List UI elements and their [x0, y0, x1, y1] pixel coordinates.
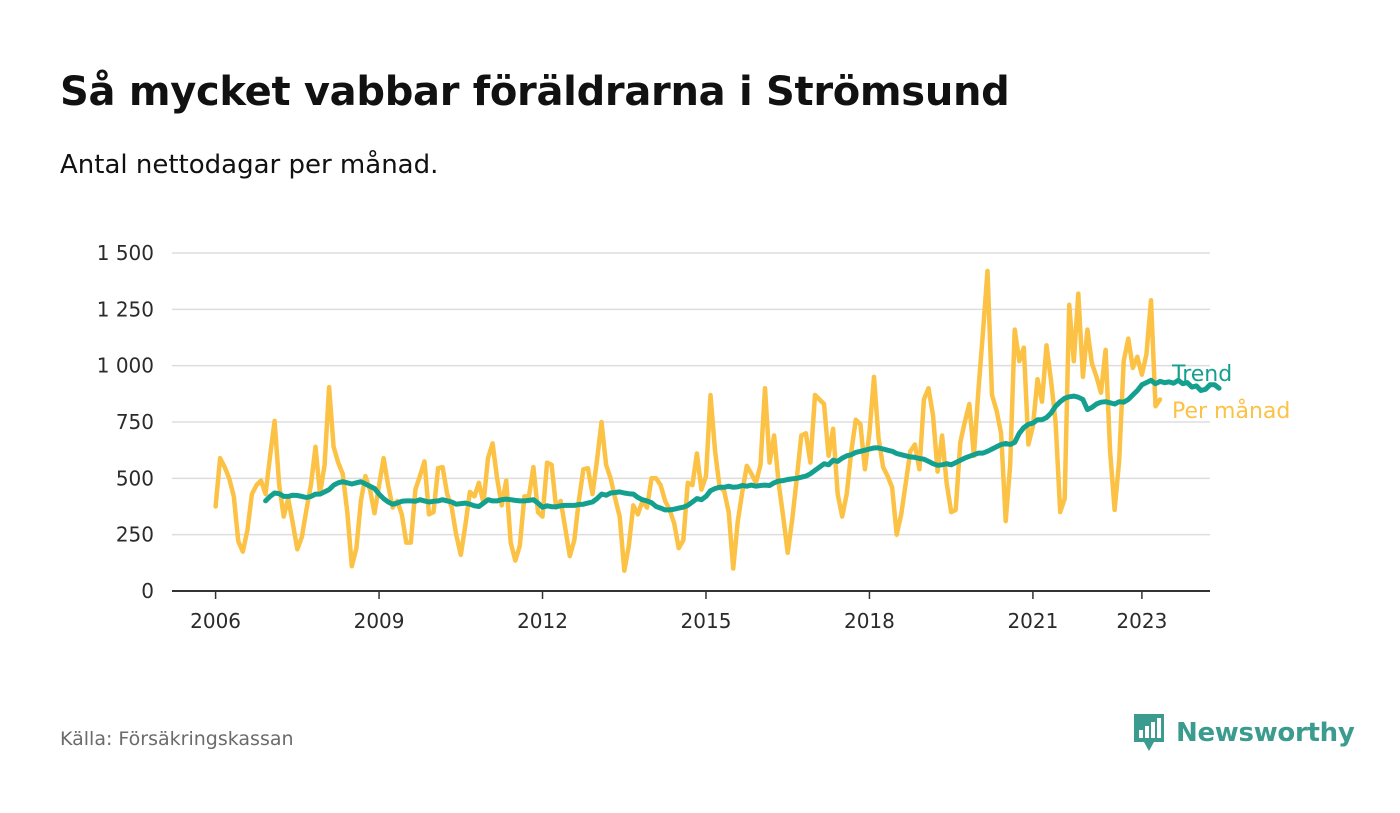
- chart-title: Så mycket vabbar föräldrarna i Strömsund: [60, 69, 1010, 115]
- series-line-trend: [263, 377, 1222, 513]
- y-tick-label: 1 500: [97, 241, 154, 265]
- x-tick-label: 2023: [1116, 609, 1167, 633]
- series-lines: [213, 268, 1222, 573]
- brand-logo-block[interactable]: Newsworthy: [1132, 712, 1355, 754]
- y-axis-ticks: 0 250 500 750 1 000 1 250 1 500: [97, 241, 154, 603]
- x-tick-label: 2009: [354, 609, 405, 633]
- y-tick-label: 0: [141, 579, 154, 603]
- series-label-trend: Trend: [1171, 362, 1232, 387]
- y-tick-label: 750: [116, 410, 154, 434]
- x-tick-label: 2021: [1007, 609, 1058, 633]
- y-tick-label: 250: [116, 523, 154, 547]
- series-label-per-manad: Per månad: [1172, 398, 1290, 424]
- x-tick-label: 2015: [681, 609, 732, 633]
- series-line-per-manad: [213, 268, 1163, 573]
- bar-chart-badge-icon: [1134, 714, 1164, 751]
- brand-name: Newsworthy: [1176, 718, 1355, 748]
- y-tick-label: 1 000: [97, 354, 154, 378]
- source-note: Källa: Försäkringskassan: [60, 728, 294, 750]
- x-axis-ticks: 2006 2009 2012 2015 2018 2021 2023: [190, 591, 1167, 633]
- series-labels: Trend Per månad: [1171, 362, 1290, 424]
- x-tick-label: 2006: [190, 609, 241, 633]
- x-tick-label: 2012: [517, 609, 568, 633]
- y-tick-label: 1 250: [97, 297, 154, 321]
- y-tick-label: 500: [116, 466, 154, 490]
- x-tick-label: 2018: [844, 609, 895, 633]
- chart-subtitle: Antal nettodagar per månad.: [60, 150, 439, 180]
